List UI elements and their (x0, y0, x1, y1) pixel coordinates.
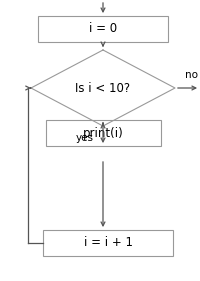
Text: i = 0: i = 0 (89, 22, 117, 35)
FancyBboxPatch shape (38, 16, 168, 42)
FancyBboxPatch shape (46, 120, 160, 146)
Text: no: no (185, 70, 198, 80)
Text: i = i + 1: i = i + 1 (84, 237, 132, 250)
FancyBboxPatch shape (43, 230, 173, 256)
Text: print(i): print(i) (83, 126, 123, 139)
Text: yes: yes (76, 133, 94, 143)
Text: Is i < 10?: Is i < 10? (75, 81, 131, 94)
